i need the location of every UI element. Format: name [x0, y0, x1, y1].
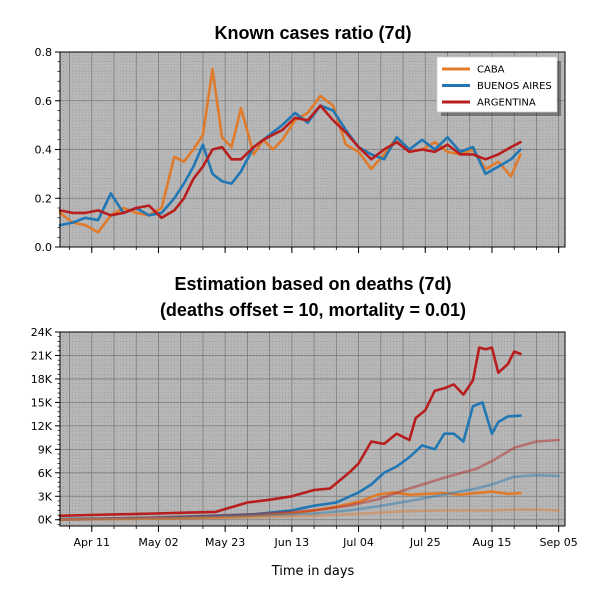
top-chart-title: Known cases ratio (7d)	[214, 23, 411, 43]
y-tick-label: 9K	[38, 443, 53, 456]
legend-label-argentina: ARGENTINA	[477, 98, 536, 109]
y-tick-label: 3K	[38, 490, 53, 503]
y-tick-label: 24K	[31, 326, 53, 339]
y-tick-label: 15K	[31, 396, 53, 409]
series-line-argentina-faded	[58, 438, 560, 521]
series-line-caba-faded	[58, 508, 560, 521]
legend-label-buenos-aires: BUENOS AIRES	[477, 81, 552, 92]
y-tick-label: 0.0	[35, 241, 53, 254]
series-line-argentina	[58, 346, 522, 518]
x-tick-label: Jul 04	[342, 536, 374, 549]
series-line-buenos-aires	[58, 104, 522, 227]
bottom-chart-subtitle: (deaths offset = 10, mortality = 0.01)	[160, 300, 466, 320]
y-tick-label: 0.4	[35, 144, 53, 157]
bottom-chart: 0K 3K 6K 9K 12K 15K 18K 21K 24K Apr 11 May 02 May 2…	[31, 326, 578, 549]
y-tick-label: 0.2	[35, 192, 53, 205]
y-tick-label: 12K	[31, 420, 53, 433]
x-tick-label: Sep 05	[540, 536, 578, 549]
series-line-buenos-aires	[58, 401, 522, 521]
legend: CABA BUENOS AIRES ARGENTINA	[436, 56, 561, 116]
x-tick-label: Jul 25	[409, 536, 441, 549]
legend-label-caba: CABA	[477, 65, 505, 76]
x-tick-label: May 02	[138, 536, 178, 549]
x-tick-label: May 23	[205, 536, 245, 549]
y-tick-label: 0K	[38, 514, 53, 527]
y-tick-label: 6K	[38, 467, 53, 480]
series-line-caba	[58, 490, 522, 521]
x-tick-label: Apr 11	[73, 536, 110, 549]
plot-frame	[59, 331, 566, 527]
x-axis-label: Time in days	[271, 564, 355, 579]
y-tick-label: 0.8	[35, 46, 53, 59]
y-tick-label: 18K	[31, 373, 53, 386]
x-tick-label: Aug 15	[472, 536, 511, 549]
top-chart: 0.0 0.2 0.4 0.6 0.8 CABA BUENOS AIRES ARGENTINA	[35, 46, 566, 254]
y-tick-label: 21K	[31, 349, 53, 362]
y-tick-label: 0.6	[35, 95, 53, 108]
bottom-chart-title: Estimation based on deaths (7d)	[174, 274, 451, 294]
series-line-argentina	[58, 104, 522, 220]
series-line-buenos-aires-faded	[58, 473, 560, 521]
x-tick-label: Jun 13	[274, 536, 310, 549]
